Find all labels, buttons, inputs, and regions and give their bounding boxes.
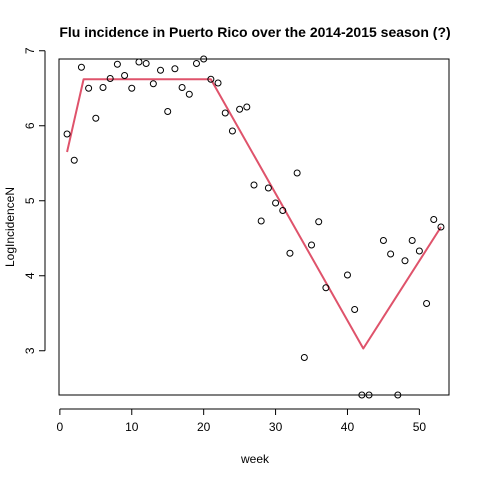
data-point <box>178 84 186 91</box>
data-point <box>157 66 165 74</box>
data-point <box>236 105 244 113</box>
data-point <box>221 109 229 117</box>
data-point <box>77 63 85 71</box>
x-tick-label: 10 <box>125 420 139 434</box>
data-point <box>142 60 150 67</box>
data-point <box>365 391 373 399</box>
data-point <box>308 241 316 249</box>
data-point <box>315 218 323 226</box>
x-tick-label: 30 <box>269 420 283 434</box>
y-tick-label: 5 <box>23 197 37 204</box>
data-point <box>243 103 251 111</box>
data-point <box>192 60 200 67</box>
y-axis-label: LogIncidenceN <box>3 187 17 267</box>
data-point <box>99 84 107 91</box>
data-point <box>121 72 129 79</box>
y-tick-label: 7 <box>23 47 37 54</box>
data-point <box>286 249 294 257</box>
data-point <box>322 284 330 292</box>
data-point <box>250 181 258 189</box>
data-point <box>293 169 301 177</box>
data-point <box>437 223 445 231</box>
data-point <box>430 216 438 223</box>
data-point <box>343 271 351 279</box>
data-point <box>149 80 157 88</box>
data-point <box>358 391 366 399</box>
fit-line <box>66 78 442 350</box>
data-point <box>351 306 359 313</box>
x-tick-label: 0 <box>57 420 64 434</box>
x-tick-label: 20 <box>197 420 211 434</box>
data-point <box>300 354 308 361</box>
y-tick-label: 6 <box>23 122 37 129</box>
data-point <box>387 250 395 258</box>
data-point <box>171 65 179 73</box>
y-tick-label: 4 <box>23 272 37 279</box>
data-point <box>106 75 114 82</box>
data-point <box>63 130 71 138</box>
data-point <box>164 108 172 115</box>
data-point <box>200 55 208 63</box>
data-point <box>379 237 387 244</box>
y-tick-label: 3 <box>23 347 37 354</box>
x-axis-label: week <box>240 452 270 466</box>
data-point <box>135 58 143 66</box>
x-axis: 0 10 20 30 40 50 <box>57 408 427 434</box>
data-points <box>63 55 445 399</box>
data-point <box>394 391 402 399</box>
data-point <box>185 90 193 98</box>
data-point <box>401 257 409 265</box>
data-point <box>415 247 423 255</box>
data-point <box>92 114 100 122</box>
data-point <box>228 127 236 135</box>
data-point <box>408 237 416 244</box>
plot-area <box>58 58 450 396</box>
x-tick-label: 40 <box>341 420 355 434</box>
data-point <box>214 79 222 87</box>
data-point <box>264 184 272 192</box>
y-axis: 3 4 5 6 7 <box>23 47 46 354</box>
x-tick-label: 50 <box>413 420 427 434</box>
data-point <box>207 75 215 83</box>
data-point <box>70 156 78 164</box>
data-point <box>423 300 431 307</box>
data-point <box>279 207 287 214</box>
data-point <box>272 199 280 207</box>
data-point <box>128 84 136 92</box>
chart-title: Flu incidence in Puerto Rico over the 20… <box>59 24 450 40</box>
data-point <box>257 217 265 225</box>
data-point <box>85 84 93 92</box>
data-point <box>113 60 121 68</box>
